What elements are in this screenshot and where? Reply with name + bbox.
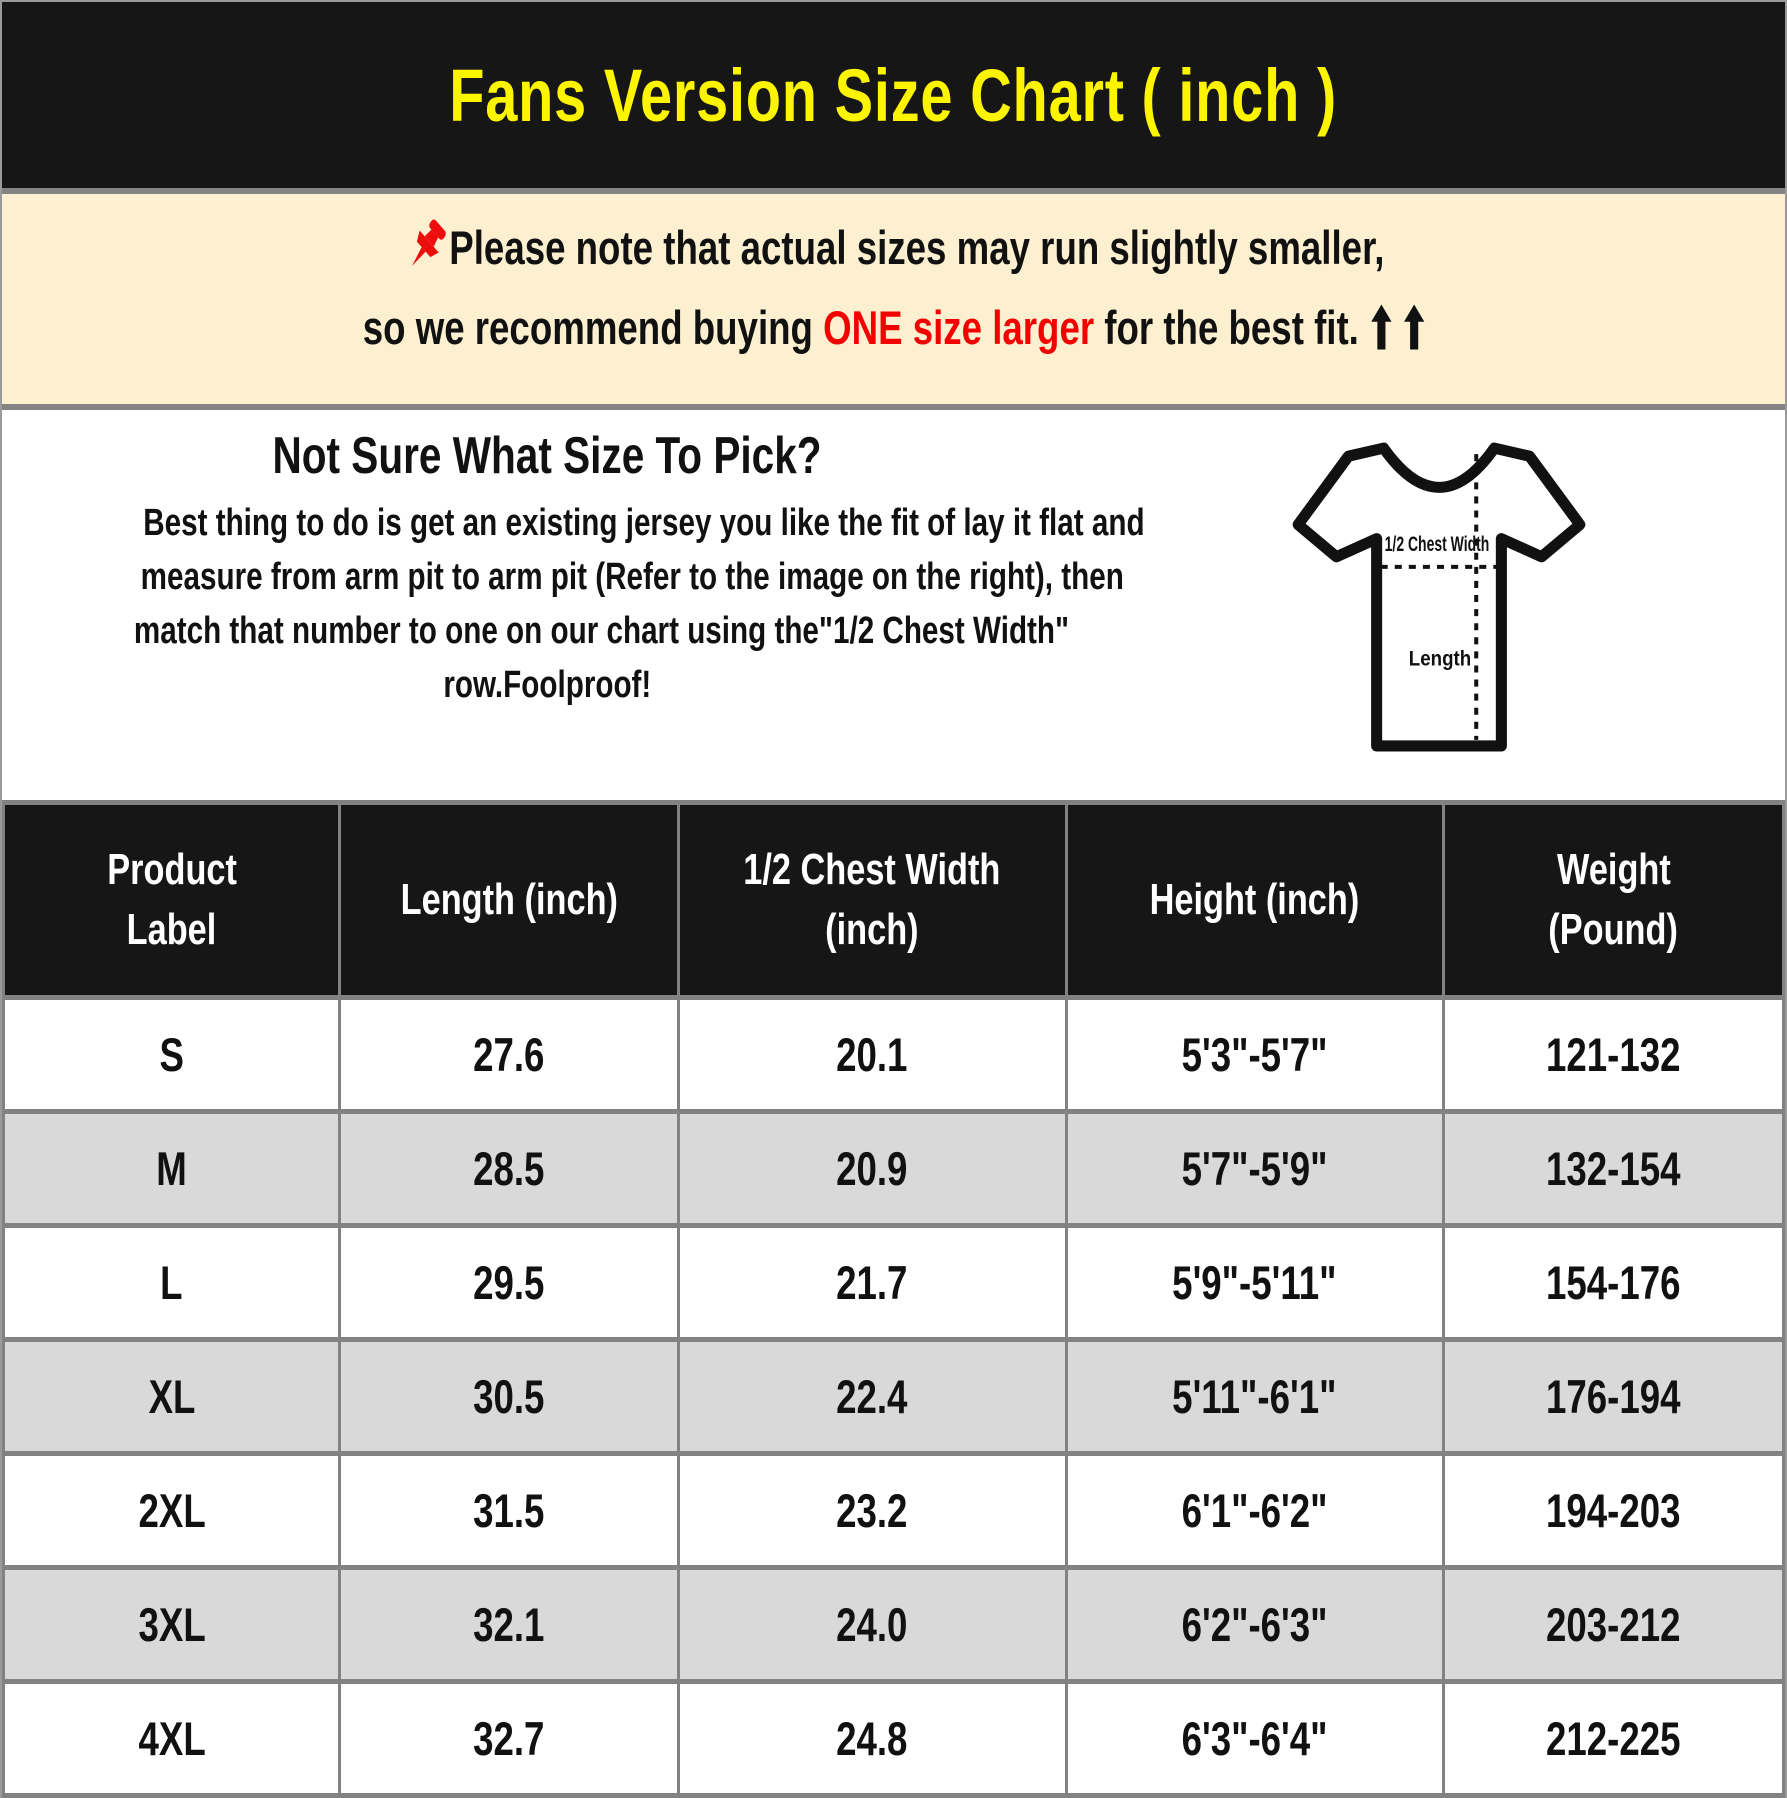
one-size-larger-highlight: ONE size larger [823, 301, 1095, 354]
cell-size: 4XL [2, 1680, 342, 1797]
cell-chest: 20.9 [676, 1110, 1068, 1227]
cell-height: 5'3"-5'7" [1064, 996, 1445, 1113]
cell-size: XL [2, 1338, 342, 1455]
col-chest-width: 1/2 Chest Width (inch) [676, 801, 1068, 999]
cell-chest: 24.8 [676, 1680, 1068, 1797]
cell-weight: 121-132 [1441, 996, 1785, 1113]
table-row-4xl: 4XL 32.7 24.8 6'3"-6'4" 212-225 [2, 1680, 1785, 1797]
notice-text-2-prefix: so we recommend buying [362, 301, 824, 354]
cell-chest: 22.4 [676, 1338, 1068, 1455]
table-row-xl: XL 30.5 22.4 5'11"-6'1" 176-194 [2, 1338, 1785, 1455]
tshirt-outline-icon: 1/2 Chest Width Length [1292, 442, 1585, 752]
table-row-s: S 27.6 20.1 5'3"-5'7" 121-132 [2, 996, 1785, 1113]
cell-chest: 23.2 [676, 1452, 1068, 1569]
cell-weight: 154-176 [1441, 1224, 1785, 1341]
table-row-3xl: 3XL 32.1 24.0 6'2"-6'3" 203-212 [2, 1566, 1785, 1683]
notice-line-2: so we recommend buying ONE size larger f… [213, 296, 1574, 360]
section-divider [2, 404, 1785, 410]
col-height: Height (inch) [1064, 801, 1445, 999]
section-divider [2, 188, 1785, 194]
cell-height: 6'3"-6'4" [1064, 1680, 1445, 1797]
up-arrow-icon [1371, 304, 1392, 350]
cell-weight: 176-194 [1441, 1338, 1785, 1455]
size-table: Product Label Length (inch) 1/2 Chest Wid… [2, 800, 1785, 1798]
sizing-guide: Not Sure What Size To Pick? Best thing t… [2, 410, 1785, 800]
up-arrow-icon [1404, 304, 1425, 350]
cell-size: L [2, 1224, 342, 1341]
cell-weight: 132-154 [1441, 1110, 1785, 1227]
col-weight: Weight (Pound) [1441, 801, 1785, 999]
cell-length: 31.5 [338, 1452, 680, 1569]
tshirt-diagram: 1/2 Chest Width Length [1092, 410, 1785, 800]
table-row-m: M 28.5 20.9 5'7"-5'9" 132-154 [2, 1110, 1785, 1227]
cell-chest: 21.7 [676, 1224, 1068, 1341]
cell-size: M [2, 1110, 342, 1227]
page-title: Fans Version Size Chart ( inch ) [449, 53, 1338, 137]
cell-height: 6'1"-6'2" [1064, 1452, 1445, 1569]
cell-length: 32.1 [338, 1566, 680, 1683]
notice-text-1: Please note that actual sizes may run sl… [449, 221, 1385, 274]
chest-width-label: 1/2 Chest Width [1384, 533, 1489, 556]
col-product-label: Product Label [2, 801, 342, 999]
cell-length: 29.5 [338, 1224, 680, 1341]
table-row-l: L 29.5 21.7 5'9"-5'11" 154-176 [2, 1224, 1785, 1341]
cell-weight: 203-212 [1441, 1566, 1785, 1683]
cell-length: 32.7 [338, 1680, 680, 1797]
guide-line: match that number to one on our chart us… [133, 610, 1070, 652]
notice-line-1: Please note that actual sizes may run sl… [264, 216, 1523, 280]
guide-line: measure from arm pit to arm pit (Refer t… [140, 556, 1124, 598]
length-label: Length [1408, 647, 1470, 670]
cell-height: 6'2"-6'3" [1064, 1566, 1445, 1683]
cell-chest: 20.1 [676, 996, 1068, 1113]
sizing-guide-text: Not Sure What Size To Pick? Best thing t… [2, 410, 1145, 800]
size-table-header: Product Label Length (inch) 1/2 Chest Wid… [2, 801, 1785, 999]
cell-weight: 212-225 [1441, 1680, 1785, 1797]
cell-size: S [2, 996, 342, 1113]
cell-chest: 24.0 [676, 1566, 1068, 1683]
cell-height: 5'11"-6'1" [1064, 1338, 1445, 1455]
cell-height: 5'7"-5'9" [1064, 1110, 1445, 1227]
cell-size: 2XL [2, 1452, 342, 1569]
cell-size: 3XL [2, 1566, 342, 1683]
title-bar: Fans Version Size Chart ( inch ) [2, 2, 1785, 188]
table-row-2xl: 2XL 31.5 23.2 6'1"-6'2" 194-203 [2, 1452, 1785, 1569]
guide-line: row.Foolproof! [443, 664, 651, 706]
notice-text-2-suffix: for the best fit. [1094, 301, 1359, 354]
cell-length: 28.5 [338, 1110, 680, 1227]
cell-length: 30.5 [338, 1338, 680, 1455]
guide-heading: Not Sure What Size To Pick? [272, 427, 822, 485]
col-length: Length (inch) [338, 801, 680, 999]
cell-length: 27.6 [338, 996, 680, 1113]
cell-height: 5'9"-5'11" [1064, 1224, 1445, 1341]
cell-weight: 194-203 [1441, 1452, 1785, 1569]
guide-line: Best thing to do is get an existing jers… [143, 502, 1145, 544]
notice-banner: Please note that actual sizes may run sl… [2, 194, 1785, 404]
pushpin-icon [412, 219, 446, 266]
